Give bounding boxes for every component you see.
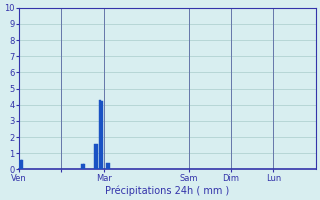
Bar: [94, 144, 96, 169]
Bar: [108, 163, 110, 169]
Bar: [95, 144, 98, 169]
X-axis label: Précipitations 24h ( mm ): Précipitations 24h ( mm ): [105, 185, 229, 196]
Bar: [101, 101, 103, 169]
Bar: [21, 160, 23, 169]
Bar: [20, 160, 22, 169]
Bar: [99, 100, 101, 169]
Bar: [106, 163, 108, 169]
Bar: [83, 164, 85, 169]
Bar: [81, 164, 84, 169]
